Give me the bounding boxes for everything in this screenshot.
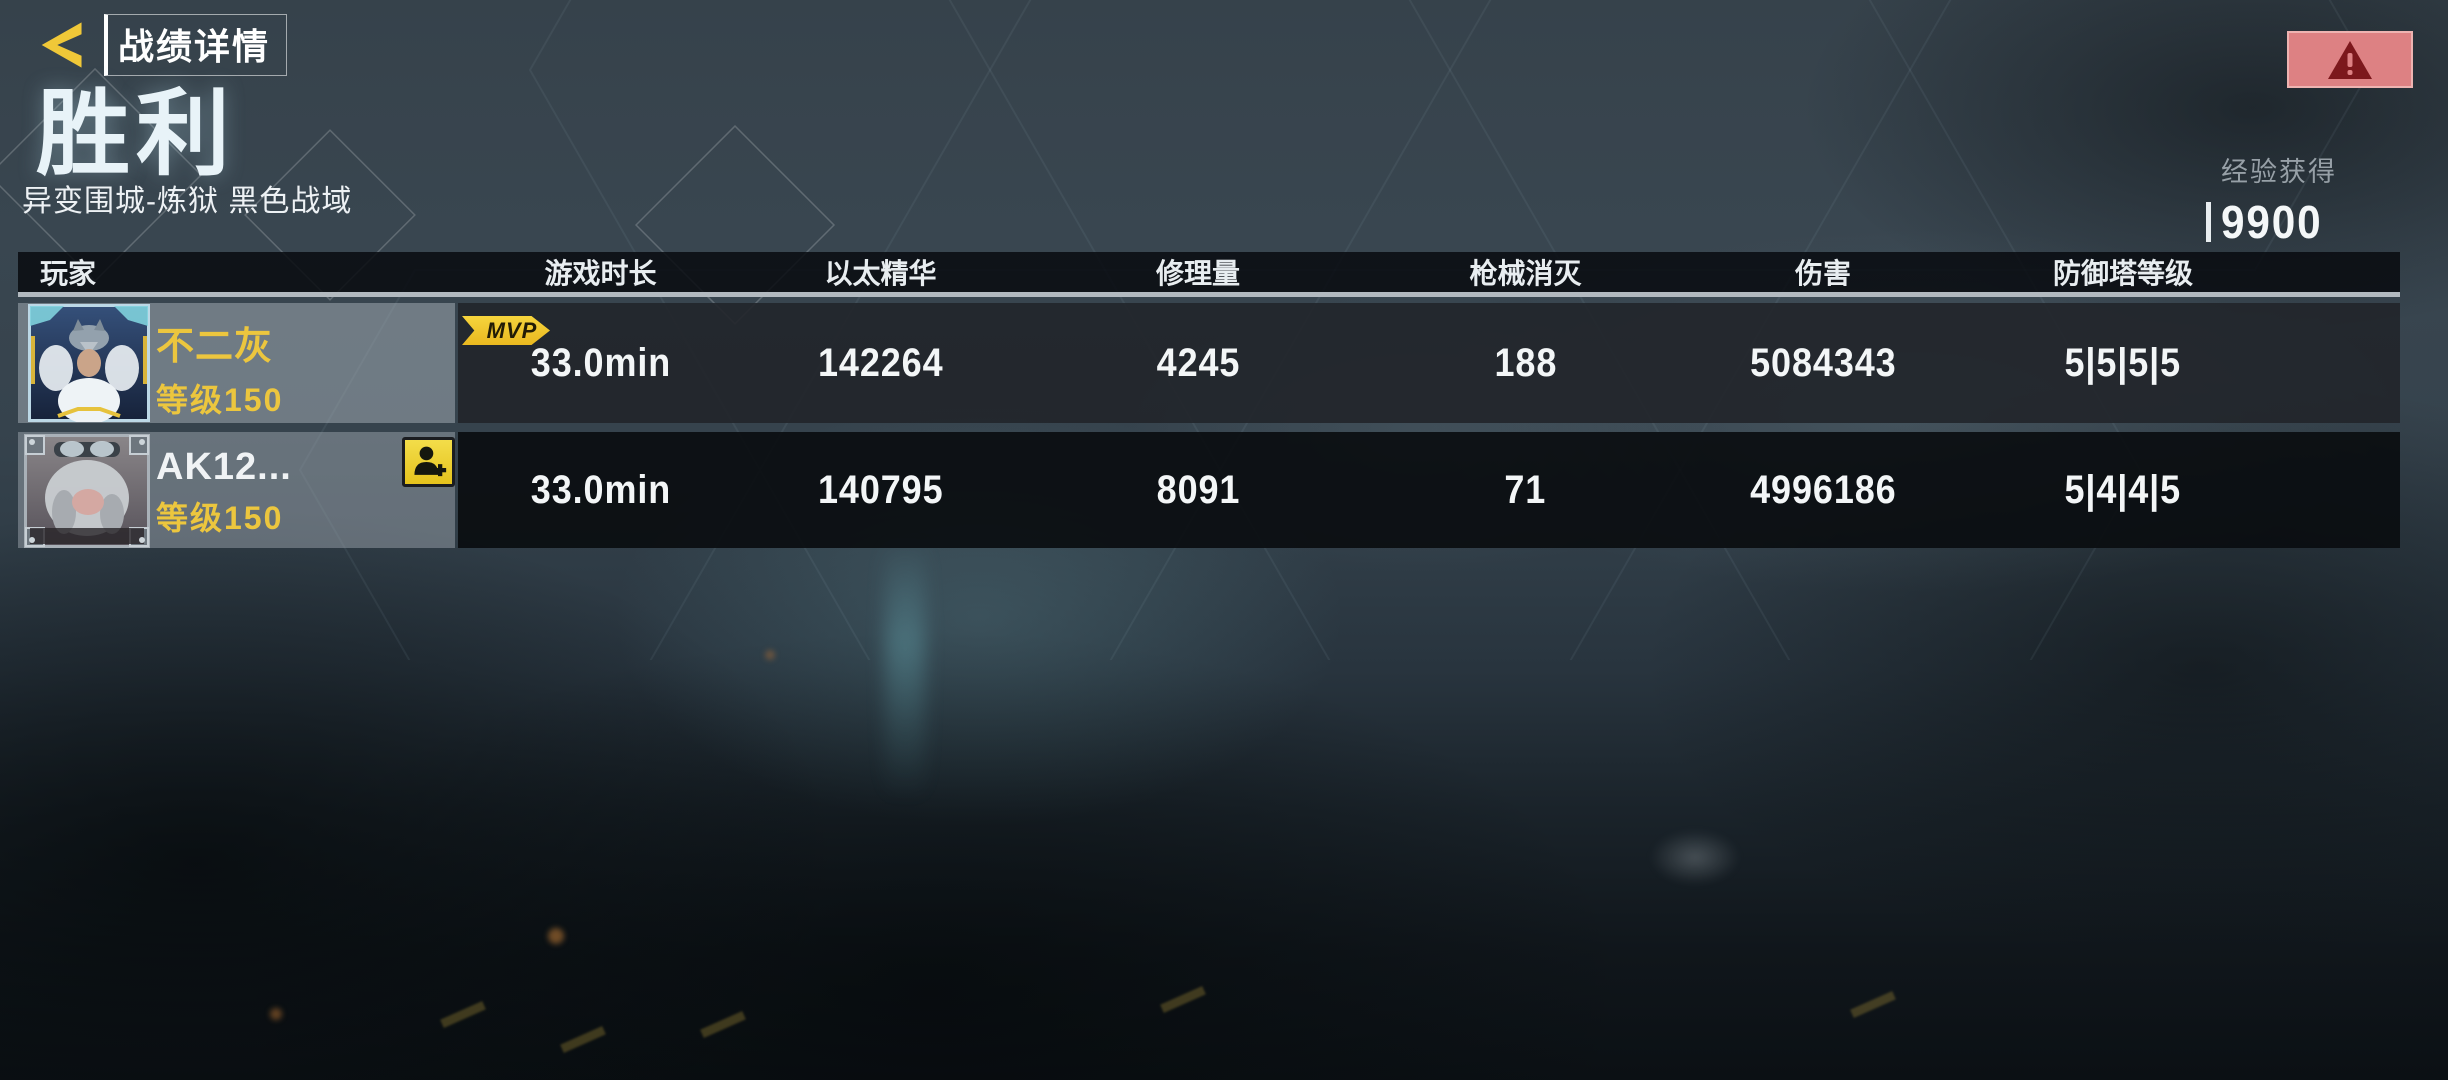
- warning-triangle-icon: [2328, 40, 2372, 79]
- column-header-gun-kills: 枪械消灭: [1469, 258, 1582, 289]
- player-level: 等级150: [156, 382, 284, 418]
- exp-label: 经验获得: [2221, 157, 2337, 187]
- exp-value: 9900: [2221, 196, 2323, 248]
- back-button[interactable]: 战绩详情: [28, 14, 288, 76]
- stat-damage: 5084343: [1749, 340, 1897, 385]
- player-stats: 33.0min 142264 4245 188 5084343 5|5|5|5: [458, 303, 2400, 423]
- stat-game-time: 33.0min: [530, 340, 671, 385]
- report-warning-button[interactable]: [2287, 31, 2413, 88]
- victory-title: 胜利: [36, 81, 237, 186]
- stat-ether-essence: 140795: [817, 467, 944, 512]
- player-row: AK12... 等级150 33.0min 140795 8091 71 499…: [18, 432, 2400, 548]
- stat-repair-amount: 4245: [1156, 340, 1240, 385]
- stat-damage: 4996186: [1749, 467, 1897, 512]
- mode-subtitle: 异变围城-炼狱 黑色战域: [22, 185, 353, 218]
- smoke-blob: [1650, 830, 1740, 885]
- column-header-tower-level: 防御塔等级: [2052, 258, 2193, 289]
- back-arrow-icon: [41, 22, 82, 68]
- player-card-cell[interactable]: AK12... 等级150: [18, 432, 455, 548]
- ember-dot: [548, 928, 564, 944]
- column-header-player: 玩家: [40, 258, 97, 289]
- ember-dot: [270, 1008, 282, 1020]
- stat-game-time: 33.0min: [530, 467, 671, 512]
- player-row: 不二灰 等级150 MVP 33.0min 142264 4245 188 50…: [18, 303, 2400, 423]
- add-friend-button[interactable]: [402, 437, 455, 487]
- player-level: 等级150: [156, 500, 284, 536]
- scoreboard-header-row: 玩家 游戏时长 以太精华 修理量 枪械消灭 伤害 防御塔等级: [18, 252, 2400, 297]
- player-avatar[interactable]: [24, 434, 150, 548]
- add-friend-icon: [413, 446, 446, 477]
- stat-ether-essence: 142264: [817, 340, 944, 385]
- stat-repair-amount: 8091: [1156, 467, 1240, 512]
- column-header-ether-essence: 以太精华: [824, 258, 937, 289]
- player-name: AK12...: [156, 446, 292, 488]
- stat-gun-kills: 71: [1504, 467, 1547, 512]
- teal-light-streak: [885, 540, 925, 800]
- stat-tower-levels: 5|4|4|5: [2064, 467, 2182, 512]
- column-header-damage: 伤害: [1794, 258, 1851, 289]
- column-header-game-time: 游戏时长: [544, 258, 657, 289]
- mvp-badge: MVP: [462, 316, 550, 345]
- player-stats: 33.0min 140795 8091 71 4996186 5|4|4|5: [458, 432, 2400, 548]
- page-title: 战绩详情: [104, 14, 288, 76]
- stat-tower-levels: 5|5|5|5: [2064, 340, 2182, 385]
- exp-gained-block: 经验获得 9900: [2206, 150, 2337, 249]
- player-name: 不二灰: [156, 326, 274, 368]
- player-avatar[interactable]: [28, 304, 150, 422]
- scoreboard-table: 玩家 游戏时长 以太精华 修理量 枪械消灭 伤害 防御塔等级: [18, 252, 2400, 548]
- exp-accent-bar: [2206, 202, 2211, 242]
- player-card-cell[interactable]: 不二灰 等级150: [18, 303, 455, 423]
- stat-gun-kills: 188: [1494, 340, 1557, 385]
- column-header-repair-amount: 修理量: [1155, 258, 1240, 289]
- ember-dot: [765, 650, 775, 660]
